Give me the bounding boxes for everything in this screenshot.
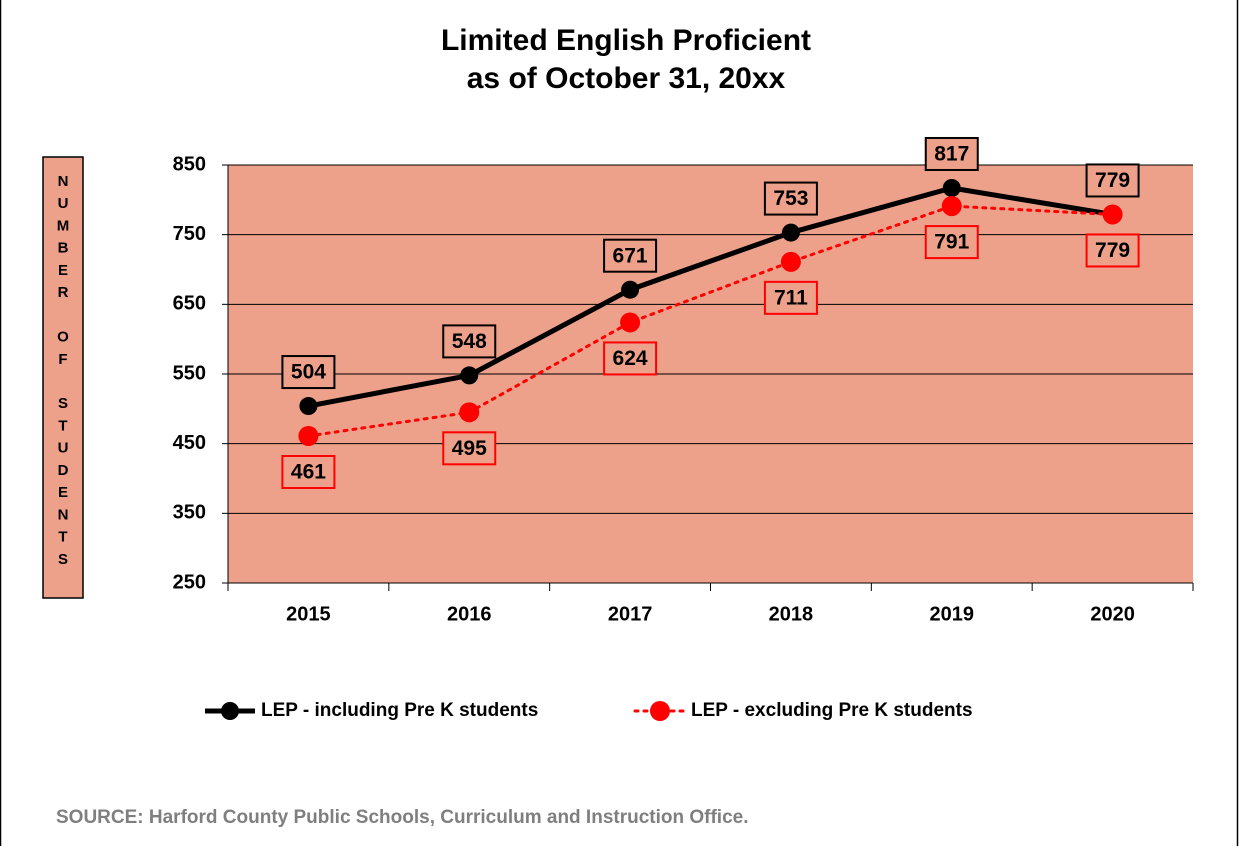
value-label: 753 — [773, 187, 808, 210]
value-label-box — [924, 225, 979, 260]
value-label-box — [442, 431, 497, 466]
marker — [621, 280, 640, 299]
y-label-box — [42, 156, 84, 599]
value-label: 791 — [934, 231, 969, 254]
marker — [780, 251, 801, 272]
value-label: 624 — [613, 347, 648, 370]
legend-label: LEP - including Pre K students — [261, 700, 538, 721]
legend-marker — [221, 702, 239, 720]
value-label: 504 — [291, 361, 326, 384]
marker — [1102, 204, 1123, 225]
legend-marker — [650, 701, 670, 721]
series-line — [306, 204, 1115, 438]
x-tick-label: 2016 — [447, 603, 492, 625]
value-label: 817 — [934, 143, 969, 166]
x-tick-label: 2020 — [1090, 603, 1135, 625]
y-tick-label: 850 — [173, 153, 206, 175]
value-label-box — [442, 324, 497, 359]
value-label: 548 — [452, 330, 487, 353]
y-tick-label: 750 — [173, 223, 206, 245]
value-label: 779 — [1095, 169, 1130, 192]
value-label-box — [924, 136, 979, 171]
x-tick-label: 2018 — [769, 603, 814, 625]
value-label: 671 — [613, 244, 648, 267]
value-label: 779 — [1095, 239, 1130, 262]
marker — [781, 223, 800, 242]
value-label: 495 — [452, 437, 487, 460]
marker — [459, 402, 480, 423]
value-label-box — [603, 238, 658, 273]
value-label-box — [763, 181, 818, 216]
value-label-box — [1085, 233, 1140, 268]
value-label-box — [1085, 163, 1140, 198]
series-line — [307, 185, 1113, 409]
marker — [620, 312, 641, 333]
marker — [942, 178, 961, 197]
marker — [460, 366, 479, 385]
y-tick-label: 650 — [173, 293, 206, 315]
source-note: SOURCE: Harford County Public Schools, C… — [56, 807, 749, 828]
x-tick-label: 2015 — [286, 603, 331, 625]
y-tick-label: 450 — [173, 432, 206, 454]
value-label: 711 — [774, 286, 808, 309]
value-label-box — [763, 280, 818, 315]
x-tick-label: 2019 — [930, 603, 975, 625]
value-label-box — [281, 355, 336, 390]
marker — [941, 196, 962, 217]
y-tick-label: 250 — [173, 571, 206, 593]
chart-subtitle: as of October 31, 20xx — [467, 62, 786, 95]
y-tick-label: 350 — [173, 502, 206, 524]
legend-label: LEP - excluding Pre K students — [691, 700, 973, 721]
y-tick-label: 550 — [173, 362, 206, 384]
marker — [298, 426, 319, 447]
value-label-box — [281, 455, 336, 490]
chart-title: Limited English Proficient — [441, 24, 811, 57]
marker — [299, 397, 318, 416]
value-label: 461 — [291, 461, 326, 484]
x-tick-label: 2017 — [608, 603, 653, 625]
value-label-box — [603, 341, 658, 376]
